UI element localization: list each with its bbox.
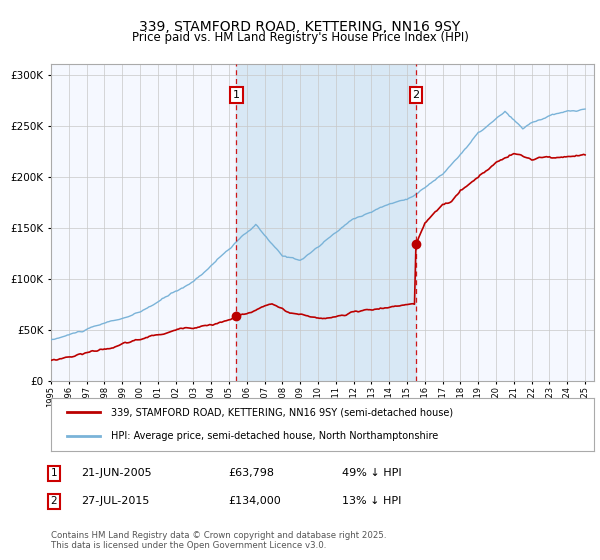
Text: HPI: Average price, semi-detached house, North Northamptonshire: HPI: Average price, semi-detached house,… bbox=[111, 431, 438, 441]
Text: 2: 2 bbox=[412, 90, 419, 100]
Text: 2: 2 bbox=[50, 496, 58, 506]
Text: Price paid vs. HM Land Registry's House Price Index (HPI): Price paid vs. HM Land Registry's House … bbox=[131, 31, 469, 44]
Text: 21-JUN-2005: 21-JUN-2005 bbox=[81, 468, 152, 478]
Text: 49% ↓ HPI: 49% ↓ HPI bbox=[342, 468, 401, 478]
Text: £63,798: £63,798 bbox=[228, 468, 274, 478]
Text: 1: 1 bbox=[233, 90, 240, 100]
Text: Contains HM Land Registry data © Crown copyright and database right 2025.
This d: Contains HM Land Registry data © Crown c… bbox=[51, 531, 386, 550]
Text: 339, STAMFORD ROAD, KETTERING, NN16 9SY (semi-detached house): 339, STAMFORD ROAD, KETTERING, NN16 9SY … bbox=[111, 408, 453, 418]
Text: 13% ↓ HPI: 13% ↓ HPI bbox=[342, 496, 401, 506]
Text: 1: 1 bbox=[50, 468, 58, 478]
Text: 27-JUL-2015: 27-JUL-2015 bbox=[81, 496, 149, 506]
Text: £134,000: £134,000 bbox=[228, 496, 281, 506]
Bar bbox=[236, 64, 416, 381]
Text: 339, STAMFORD ROAD, KETTERING, NN16 9SY: 339, STAMFORD ROAD, KETTERING, NN16 9SY bbox=[139, 20, 461, 34]
